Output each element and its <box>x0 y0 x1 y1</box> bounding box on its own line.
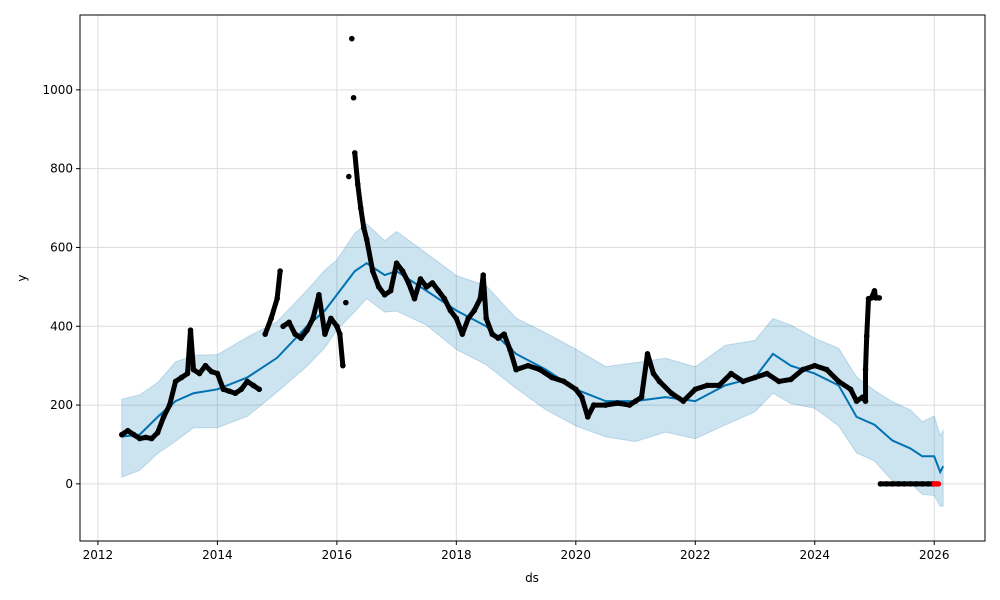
observed-density <box>388 260 400 294</box>
observed-point <box>256 386 263 393</box>
x-tick-label: 2020 <box>561 548 592 562</box>
x-tick-label: 2022 <box>680 548 711 562</box>
observed-density <box>352 150 361 187</box>
observed-density <box>358 205 367 231</box>
observed-point <box>340 362 346 369</box>
observed-point <box>277 268 283 274</box>
observed-density <box>864 296 872 339</box>
observed-density <box>370 268 382 290</box>
observed-density <box>639 351 650 400</box>
observed-density <box>459 315 471 337</box>
observed-density <box>501 331 513 353</box>
observed-density <box>364 237 376 274</box>
observed-point <box>346 173 352 180</box>
observed-density <box>188 327 196 373</box>
observed-density <box>268 296 280 321</box>
y-tick-label: 1000 <box>42 83 73 97</box>
grid <box>80 15 985 541</box>
forecast-line <box>121 262 945 475</box>
observed-density <box>507 347 519 373</box>
observed-point <box>348 35 355 42</box>
observed-density <box>355 181 364 211</box>
observed-density <box>656 378 674 396</box>
plot-frame <box>79 14 986 542</box>
observed-point <box>876 295 883 301</box>
y-tick-label: 400 <box>50 319 73 333</box>
observed-density <box>262 315 274 337</box>
observed-density <box>680 386 698 404</box>
x-tick-label: 2016 <box>322 548 353 562</box>
x-tick-label: 2014 <box>202 548 233 562</box>
observed-points <box>119 35 942 487</box>
observed-density <box>155 414 167 436</box>
observed-density <box>480 272 489 321</box>
observed-density <box>483 315 495 337</box>
observed-density <box>824 367 842 384</box>
y-tick-label: 0 <box>65 477 73 491</box>
observed-density <box>644 351 656 377</box>
y-tick-label: 800 <box>50 162 73 176</box>
observed-density <box>214 371 226 392</box>
observed-point <box>343 299 349 306</box>
observed-density <box>337 331 346 369</box>
y-axis-label: y <box>15 274 29 281</box>
axis-ticks: 2012 2014 2016 2018 2020 2022 2024 2026 0 200 400 6… <box>42 83 949 562</box>
x-axis-label: ds <box>525 571 539 585</box>
x-tick-label: 2024 <box>799 548 830 562</box>
observed-density <box>316 292 328 337</box>
x-tick-label: 2018 <box>441 548 472 562</box>
observed-density <box>274 268 283 302</box>
observed-point <box>350 94 357 101</box>
x-tick-label: 2026 <box>919 548 950 562</box>
observed-density <box>863 333 870 373</box>
highlighted-point <box>935 481 942 487</box>
y-tick-label: 200 <box>50 398 73 412</box>
observed-density <box>412 276 423 302</box>
x-tick-label: 2012 <box>83 548 114 562</box>
yhat-line <box>121 262 945 475</box>
observed-density <box>716 371 734 388</box>
observed-density <box>167 378 179 408</box>
y-tick-label: 600 <box>50 240 73 254</box>
